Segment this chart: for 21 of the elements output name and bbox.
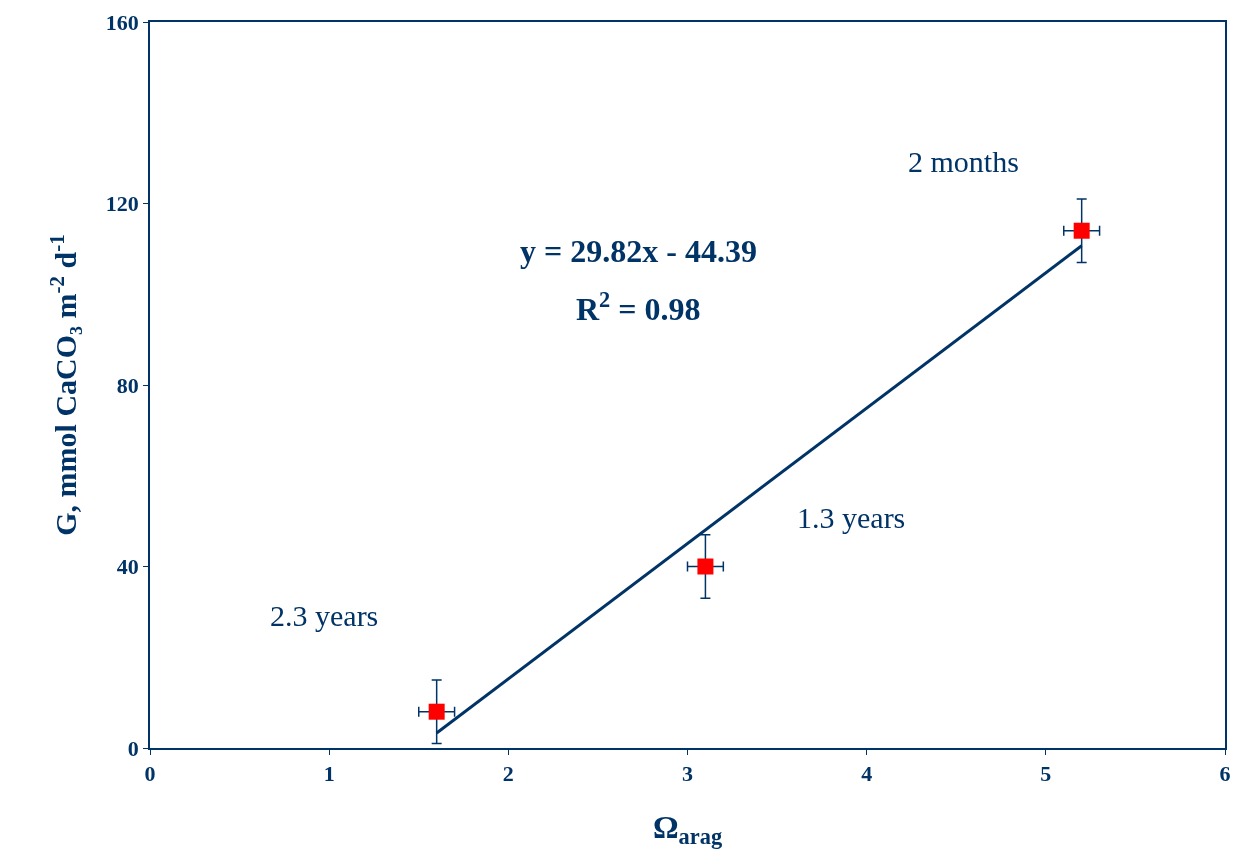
x-tick-label: 5	[1040, 761, 1052, 787]
annotation: R$^{2}$ = 0.98	[576, 287, 701, 328]
x-tick-label: 2	[502, 761, 514, 787]
x-tick-label: 3	[682, 761, 693, 787]
annotation: y = 29.82x - 44.39	[520, 233, 757, 269]
annotation: 2 months	[908, 145, 1019, 178]
y-tick-label: 40	[116, 554, 139, 580]
x-tick-label: 4	[861, 761, 873, 787]
y-tick-label: 160	[105, 9, 139, 35]
y-tick-label: 0	[127, 735, 139, 761]
annotation: 2.3 years	[270, 599, 379, 632]
point	[697, 558, 714, 575]
point	[428, 703, 445, 720]
x-tick-label: 1	[323, 761, 335, 787]
x-tick-label: 0	[144, 761, 156, 787]
y-tick-label: 120	[105, 191, 139, 217]
y-tick-label: 80	[116, 372, 139, 398]
x-axis-title: Ω$_{arag}$	[652, 808, 723, 850]
annotation: 1.3 years	[797, 501, 906, 534]
point	[1073, 222, 1090, 239]
x-tick-label: 6	[1219, 761, 1231, 787]
